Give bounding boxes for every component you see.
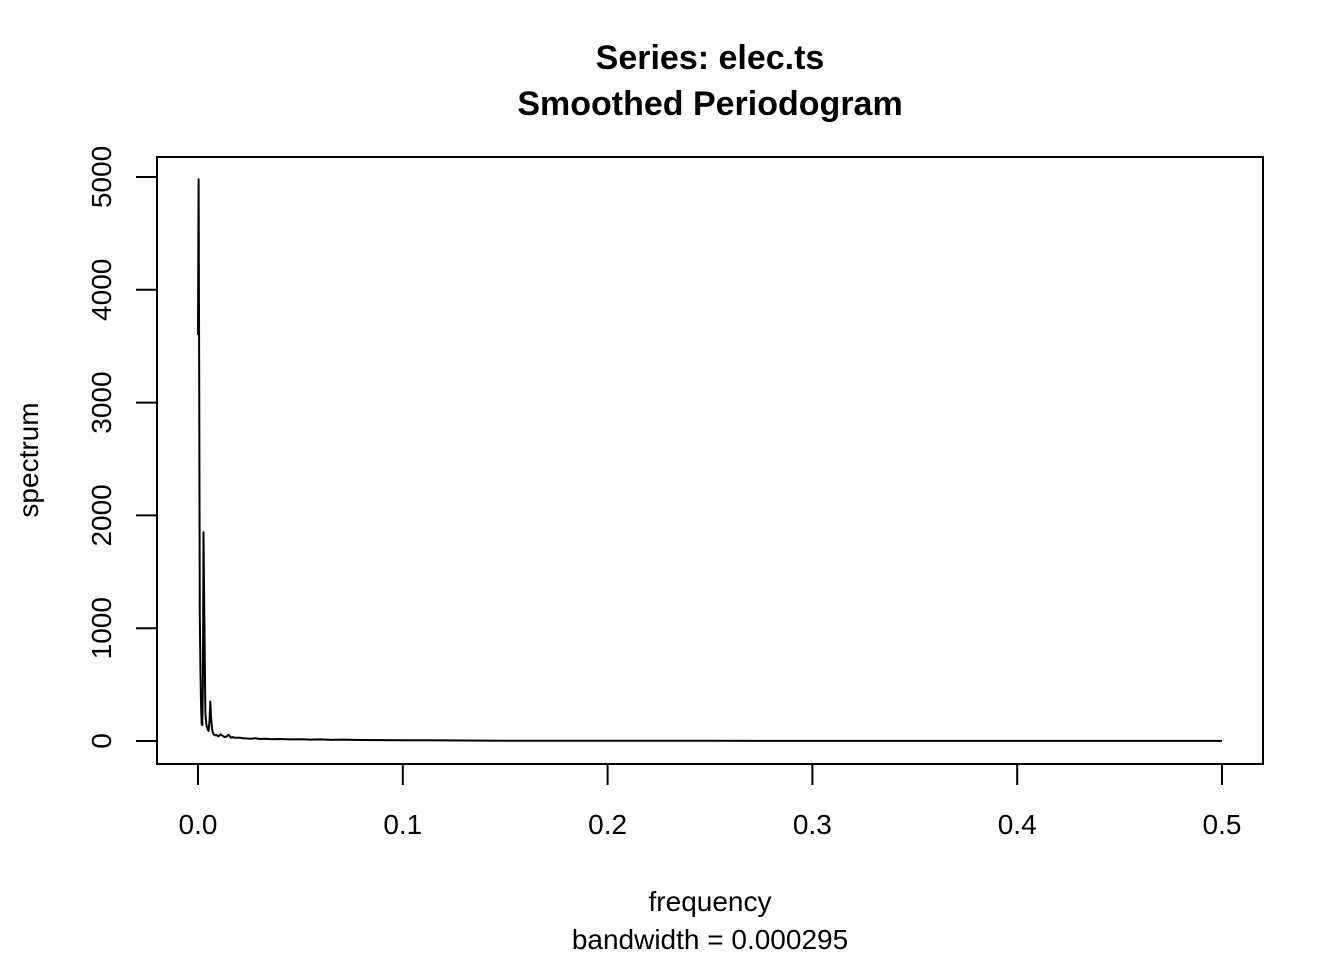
y-tick-label: 0 [86, 733, 117, 749]
plot-frame [156, 156, 1264, 765]
x-tick-label: 0.3 [793, 809, 832, 840]
y-tick-label: 4000 [86, 259, 117, 321]
x-axis-label: frequency [649, 886, 772, 917]
y-axis-label: spectrum [13, 402, 44, 517]
x-axis: 0.0 0.1 0.2 0.3 0.4 0.5 [179, 764, 1242, 840]
y-axis: 0 1000 2000 3000 4000 5000 [86, 146, 157, 749]
chart-title: Series: elec.ts [596, 39, 825, 77]
x-tick-label: 0.0 [179, 809, 218, 840]
spectrum-series-line [197, 178, 1222, 742]
y-tick-label: 5000 [86, 146, 117, 208]
y-tick-label: 2000 [86, 484, 117, 546]
bandwidth-label: bandwidth = 0.000295 [572, 924, 848, 955]
y-tick-label: 1000 [86, 597, 117, 659]
x-tick-label: 0.2 [588, 809, 627, 840]
chart-subtitle: Smoothed Periodogram [517, 85, 902, 123]
y-tick-label: 3000 [86, 371, 117, 433]
x-tick-label: 0.5 [1203, 809, 1242, 840]
x-tick-label: 0.4 [998, 809, 1037, 840]
x-tick-label: 0.1 [383, 809, 422, 840]
